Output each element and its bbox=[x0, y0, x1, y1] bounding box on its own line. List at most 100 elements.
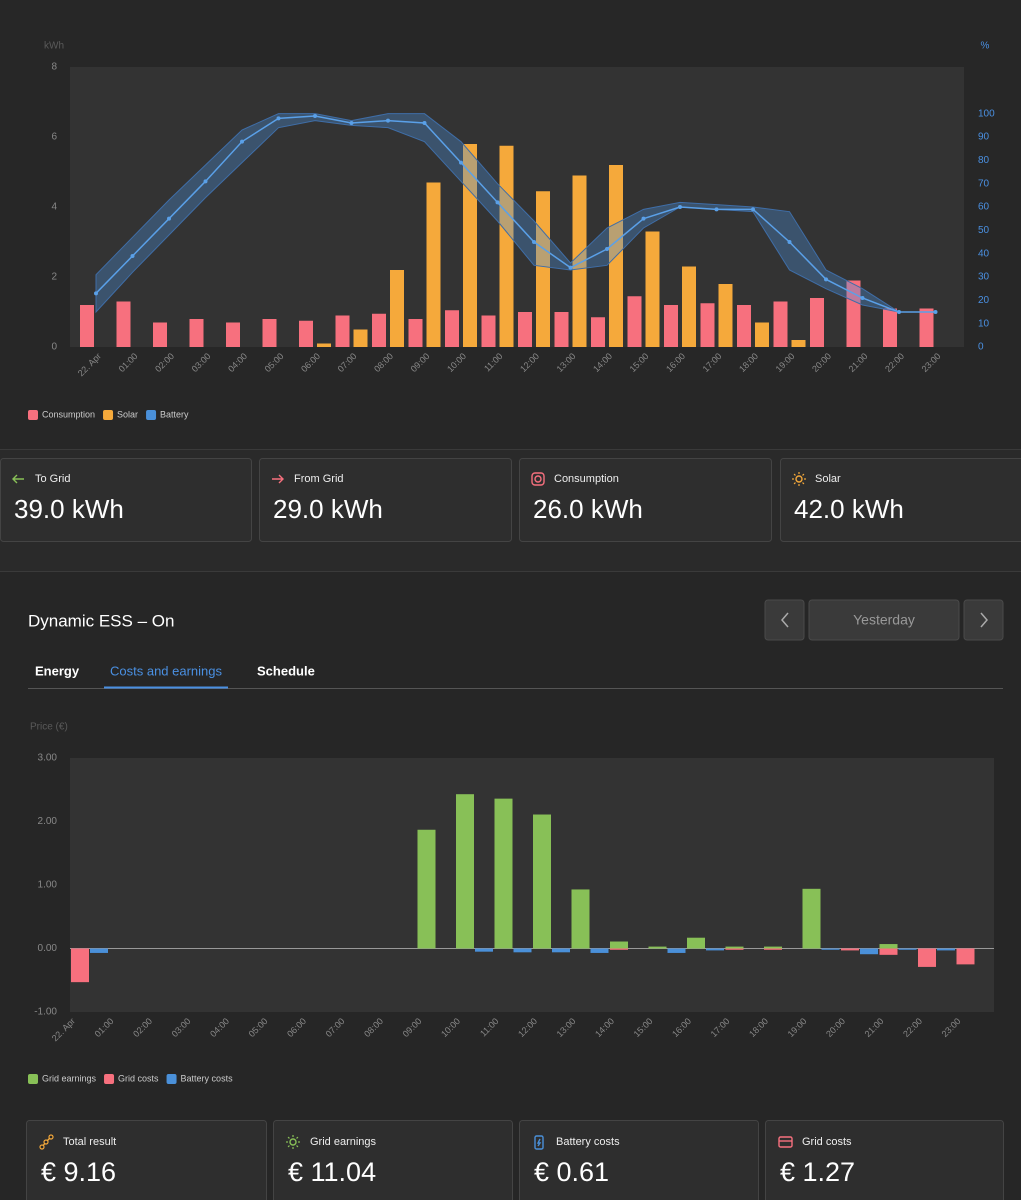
period-label: Yesterday bbox=[853, 612, 915, 628]
bar bbox=[764, 948, 782, 950]
bar bbox=[262, 319, 277, 347]
bar bbox=[919, 308, 934, 347]
icon bbox=[43, 1139, 49, 1145]
result-card bbox=[26, 1120, 267, 1200]
tab[interactable]: Schedule bbox=[257, 663, 315, 678]
card-value: € 1.27 bbox=[780, 1157, 855, 1187]
bar bbox=[810, 298, 824, 347]
bar bbox=[687, 937, 705, 949]
legend-label: Consumption bbox=[42, 409, 95, 419]
bar bbox=[841, 948, 859, 951]
battery-line bbox=[95, 115, 936, 313]
battery-point bbox=[313, 114, 317, 118]
y-axis-label: kWh bbox=[44, 41, 64, 52]
battery-point bbox=[349, 121, 354, 125]
bar bbox=[481, 315, 496, 347]
legend-label: Grid earnings bbox=[42, 1073, 97, 1083]
legend-label: Battery bbox=[160, 409, 189, 419]
bar bbox=[116, 301, 131, 347]
bar bbox=[956, 948, 975, 965]
result-card bbox=[765, 1120, 1004, 1200]
battery-point bbox=[641, 216, 646, 221]
y2-tick-label: 10 bbox=[978, 318, 990, 329]
icon bbox=[531, 472, 545, 486]
period-box[interactable] bbox=[808, 599, 960, 641]
y2-tick-label: 60 bbox=[978, 202, 990, 213]
bar bbox=[572, 175, 587, 347]
icon bbox=[793, 482, 796, 485]
prev-button[interactable] bbox=[764, 599, 805, 641]
card-label: Grid earnings bbox=[310, 1136, 377, 1148]
battery-point bbox=[897, 310, 901, 314]
plot-area bbox=[70, 758, 994, 1012]
bar bbox=[664, 305, 678, 347]
bar bbox=[718, 284, 733, 347]
bar bbox=[821, 948, 840, 950]
battery-point bbox=[860, 296, 865, 300]
bar bbox=[725, 946, 744, 949]
icon bbox=[12, 474, 24, 484]
y-tick-label: 3.00 bbox=[38, 753, 58, 764]
tab[interactable]: Costs and earnings bbox=[110, 663, 223, 678]
bar bbox=[80, 305, 94, 347]
bar bbox=[353, 329, 368, 347]
y2-tick-label: 80 bbox=[978, 155, 990, 166]
y-tick-label: 0.00 bbox=[38, 943, 58, 954]
bar bbox=[494, 798, 513, 949]
result-card bbox=[273, 1120, 513, 1200]
bar bbox=[71, 948, 89, 983]
icon bbox=[287, 1145, 290, 1148]
bar bbox=[408, 319, 423, 347]
battery-point bbox=[386, 118, 390, 123]
bar bbox=[737, 305, 751, 347]
y-tick-label: 6 bbox=[51, 132, 57, 143]
summary-card bbox=[519, 458, 772, 542]
battery-point bbox=[605, 247, 609, 251]
result-card bbox=[519, 1120, 759, 1200]
bar bbox=[513, 948, 532, 953]
icon bbox=[296, 1145, 299, 1148]
card-label: Total result bbox=[63, 1136, 116, 1148]
bar bbox=[571, 889, 590, 949]
bar bbox=[898, 948, 917, 950]
tab[interactable]: Energy bbox=[35, 663, 80, 678]
battery-point bbox=[94, 291, 98, 296]
y2-tick-label: 70 bbox=[978, 178, 990, 189]
icon bbox=[287, 1136, 290, 1139]
bar bbox=[610, 948, 628, 950]
next-icon bbox=[980, 612, 988, 628]
battery-point bbox=[824, 277, 828, 282]
next-button[interactable] bbox=[963, 599, 1004, 641]
battery-point bbox=[276, 116, 281, 121]
bar bbox=[700, 303, 715, 347]
legend-swatch bbox=[28, 1074, 38, 1084]
battery-point bbox=[203, 179, 208, 184]
card-value: 29.0 kWh bbox=[273, 494, 383, 524]
bar bbox=[610, 941, 628, 949]
bar bbox=[90, 948, 108, 953]
icon bbox=[48, 1134, 54, 1140]
icon bbox=[534, 475, 542, 483]
card-value: 26.0 kWh bbox=[533, 494, 643, 524]
y2-tick-label: 100 bbox=[978, 108, 995, 119]
card-value: € 11.04 bbox=[288, 1157, 376, 1187]
bar bbox=[456, 794, 474, 949]
legend-swatch bbox=[28, 410, 38, 420]
summary-card bbox=[259, 458, 512, 542]
bar bbox=[317, 343, 331, 347]
y-tick-label: 4 bbox=[51, 202, 57, 213]
bar bbox=[518, 312, 532, 347]
card-label: Battery costs bbox=[556, 1136, 620, 1148]
bar bbox=[591, 317, 605, 347]
legend-label: Solar bbox=[117, 409, 138, 419]
y2-tick-label: 90 bbox=[978, 132, 990, 143]
bar bbox=[590, 948, 609, 953]
legend-swatch bbox=[166, 1074, 177, 1084]
icon bbox=[793, 473, 796, 476]
legend-swatch bbox=[103, 410, 114, 420]
bar bbox=[226, 322, 240, 347]
prev-icon bbox=[781, 612, 789, 628]
bar bbox=[755, 322, 769, 347]
bar bbox=[725, 948, 744, 950]
